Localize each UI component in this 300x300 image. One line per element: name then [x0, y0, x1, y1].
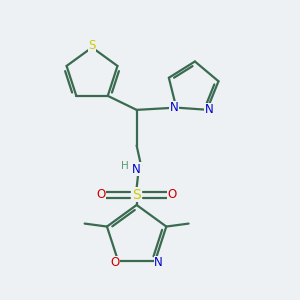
Text: S: S [132, 188, 141, 202]
Text: O: O [110, 256, 119, 269]
Text: H: H [122, 161, 129, 171]
Text: N: N [132, 163, 141, 176]
Text: O: O [96, 188, 106, 201]
Text: O: O [168, 188, 177, 201]
Text: N: N [205, 103, 214, 116]
Text: N: N [169, 101, 178, 114]
Text: N: N [154, 256, 163, 269]
Text: S: S [88, 40, 96, 52]
